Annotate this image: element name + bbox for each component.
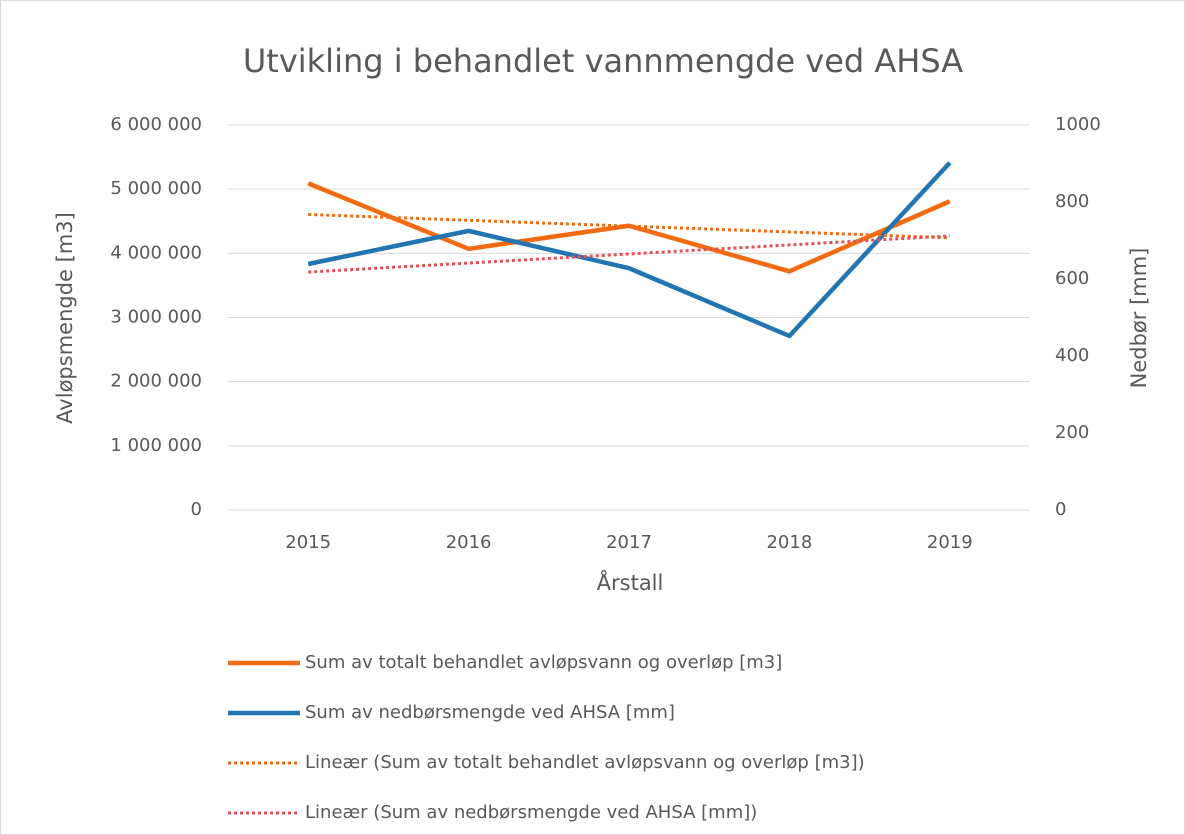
x-tick-label: 2017: [606, 532, 652, 553]
legend-label: Sum av totalt behandlet avløpsvann og ov…: [305, 652, 782, 673]
y-tick-label: 5 000 000: [110, 178, 202, 199]
chart-title: Utvikling i behandlet vannmengde ved AHS…: [243, 42, 963, 80]
x-axis-title: Årstall: [597, 569, 664, 595]
y2-tick-label: 600: [1055, 268, 1089, 289]
legend-label: Lineær (Sum av nedbørsmengde ved AHSA [m…: [305, 802, 757, 823]
y-tick-label: 3 000 000: [110, 307, 202, 328]
y-axis-title: Avløpsmengde [m3]: [53, 212, 77, 424]
y2-tick-label: 1000: [1055, 114, 1101, 135]
y2-tick-label: 200: [1055, 422, 1089, 443]
y-tick-label: 6 000 000: [110, 114, 202, 135]
trend-line: [308, 234, 950, 274]
legend-label: Lineær (Sum av totalt behandlet avløpsva…: [305, 752, 865, 773]
y2-axis-title: Nedbør [mm]: [1127, 248, 1151, 389]
y-tick-label: 4 000 000: [110, 242, 202, 263]
x-tick-label: 2015: [285, 532, 331, 553]
legend-label: Sum av nedbørsmengde ved AHSA [mm]: [305, 702, 675, 723]
y-tick-label: 1 000 000: [110, 435, 202, 456]
y2-tick-label: 400: [1055, 345, 1089, 366]
x-tick-label: 2019: [927, 532, 973, 553]
x-tick-label: 2016: [446, 532, 492, 553]
series-line: [307, 161, 952, 339]
y2-tick-label: 800: [1055, 191, 1089, 212]
y-tick-label: 0: [191, 499, 202, 520]
y2-tick-label: 0: [1055, 499, 1066, 520]
y-tick-label: 2 000 000: [110, 371, 202, 392]
trend-line: [308, 212, 950, 240]
x-tick-label: 2018: [766, 532, 812, 553]
